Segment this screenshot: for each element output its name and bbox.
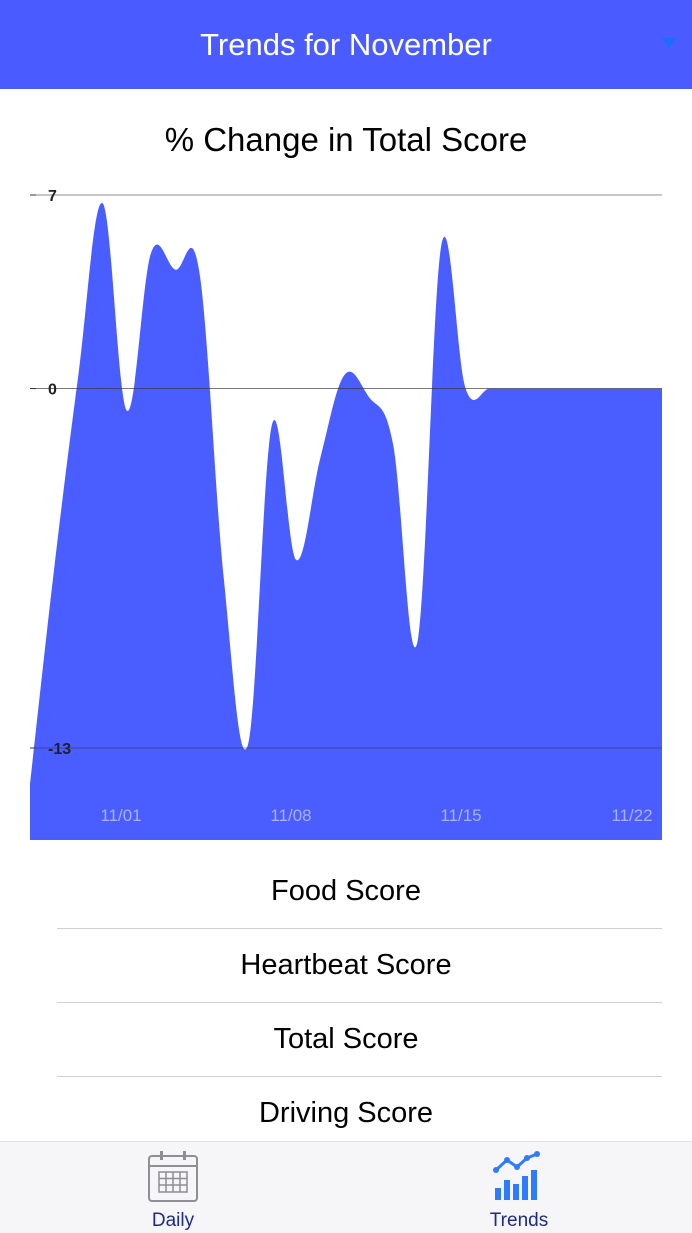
chart-title: % Change in Total Score — [164, 121, 528, 158]
x-tick-label: 11/22 — [611, 806, 652, 825]
list-item-label: Heartbeat Score — [240, 949, 452, 981]
tab-label: Trends — [489, 1210, 549, 1231]
x-tick-label: 11/08 — [270, 806, 311, 825]
x-tick-label: 11/15 — [440, 806, 481, 825]
area-chart: 7 0 -13 11/01 11/08 11/15 11/22 — [30, 188, 662, 840]
caret-down-icon[interactable] — [662, 38, 676, 49]
y-tick-label: 0 — [48, 382, 57, 399]
tab-bar: Daily Trends — [0, 1141, 692, 1233]
list-item-food-score[interactable]: Food Score — [0, 854, 692, 928]
tab-trends[interactable]: Trends — [449, 1142, 589, 1233]
list-item-driving-score[interactable]: Driving Score — [0, 1076, 692, 1150]
navigation-bar: Trends for November — [0, 0, 692, 89]
page-title[interactable]: Trends for November — [200, 27, 492, 62]
y-tick-label: -13 — [48, 741, 71, 758]
x-tick-label: 11/01 — [100, 806, 141, 825]
score-list: Food Score Heartbeat Score Total Score D… — [0, 854, 692, 1150]
area-series — [30, 203, 662, 840]
list-item-total-score[interactable]: Total Score — [0, 1002, 692, 1076]
list-item-label: Food Score — [271, 875, 421, 907]
trend-chart-icon — [493, 1151, 540, 1200]
list-item-label: Total Score — [273, 1023, 419, 1055]
tab-label: Daily — [151, 1210, 195, 1231]
list-item-label: Driving Score — [258, 1097, 434, 1129]
tab-daily[interactable]: Daily — [103, 1142, 243, 1233]
calendar-icon — [148, 1151, 198, 1202]
list-item-heartbeat-score[interactable]: Heartbeat Score — [0, 928, 692, 1002]
y-tick-label: 7 — [48, 188, 57, 205]
